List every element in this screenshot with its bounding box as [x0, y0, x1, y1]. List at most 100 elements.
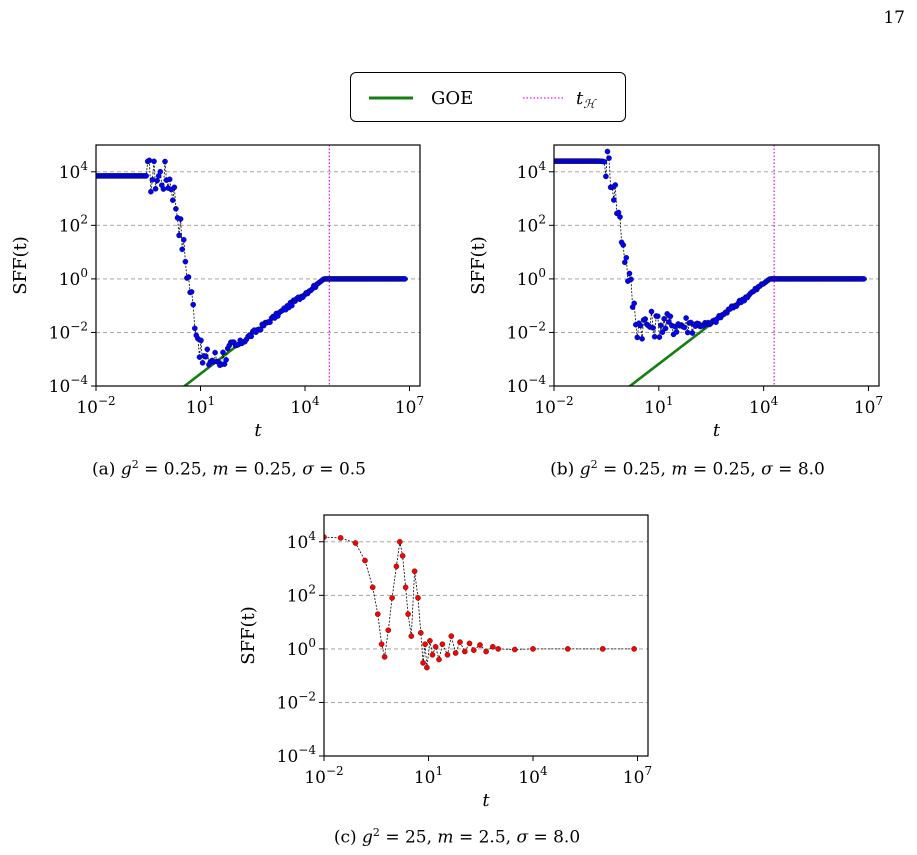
- data-point-63: [650, 325, 656, 331]
- y-tick-label-2: 100: [517, 266, 546, 290]
- data-point-78: [673, 329, 680, 335]
- y-axis-label: SFF(t): [10, 236, 31, 295]
- y-tick-label-2: 100: [287, 636, 316, 660]
- data-point-25: [436, 656, 442, 663]
- data-point-35: [606, 155, 612, 161]
- data-series-line: [554, 151, 864, 339]
- data-point-30: [457, 639, 463, 645]
- x-tick-label-0: 10−2: [534, 394, 573, 418]
- data-point-24: [432, 643, 439, 650]
- data-point-81: [220, 349, 226, 356]
- x-tick-label-1: 101: [644, 394, 673, 418]
- data-point-62: [648, 308, 655, 315]
- caption-a: (a) g2 = 0.25, m = 0.25, σ = 0.5: [92, 458, 366, 480]
- x-tick-label-3: 107: [854, 394, 883, 418]
- data-point-51: [631, 300, 637, 307]
- data-point-32: [601, 158, 608, 165]
- y-tick-label-0: 10−4: [277, 743, 317, 767]
- data-point-55: [637, 322, 644, 329]
- y-tick-label-3: 102: [287, 582, 316, 606]
- y-axis-label: SFF(t): [468, 236, 489, 295]
- plot-area: [324, 534, 637, 671]
- data-point-34: [146, 157, 153, 164]
- data-point-13: [402, 584, 409, 591]
- data-point-71: [204, 346, 211, 353]
- data-point-76: [212, 349, 218, 356]
- x-tick-label-2: 104: [290, 394, 320, 418]
- data-point-56: [639, 335, 645, 342]
- data-point-14: [405, 611, 411, 617]
- data-point-38: [152, 186, 159, 192]
- data-point-67: [198, 337, 204, 344]
- data-point-9: [389, 595, 395, 601]
- data-point-17: [415, 595, 421, 601]
- data-point-70: [202, 353, 209, 360]
- data-point-70: [661, 315, 667, 322]
- data-point-42: [617, 214, 623, 220]
- data-point-44: [162, 158, 168, 165]
- data-point-59: [185, 274, 192, 280]
- x-tick-label-3: 107: [395, 394, 424, 418]
- y-tick-label-3: 102: [517, 212, 546, 236]
- data-point-37: [151, 158, 157, 165]
- data-point-67: [656, 334, 663, 340]
- data-point-8: [385, 627, 392, 633]
- data-point-61: [188, 289, 195, 295]
- y-tick-label-0: 10−4: [49, 373, 89, 397]
- plot-frame: [95, 144, 421, 387]
- y-tick-label-1: 10−2: [507, 319, 546, 343]
- data-point-7: [381, 654, 388, 660]
- goe-curve: [627, 277, 867, 386]
- data-point-1: [337, 535, 344, 541]
- data-point-36: [149, 177, 156, 183]
- goe-curve: [182, 277, 408, 386]
- data-point-71: [662, 325, 669, 332]
- x-axis-label: t: [482, 790, 490, 811]
- data-point-26: [439, 641, 446, 647]
- data-point-39: [530, 646, 536, 652]
- data-point-63: [191, 325, 198, 332]
- data-point-62: [190, 301, 196, 308]
- data-point-34: [477, 642, 483, 648]
- data-point-12: [399, 553, 406, 559]
- y-tick-label-4: 104: [287, 529, 317, 553]
- data-point-28: [448, 633, 455, 639]
- data-point-6: [378, 641, 385, 647]
- data-point-21: [424, 664, 430, 671]
- data-point-33: [603, 173, 609, 180]
- data-point-105: [257, 326, 264, 333]
- data-point-35: [148, 188, 154, 195]
- x-tick-label-2: 104: [749, 394, 779, 418]
- y-axis-label: SFF(t): [238, 606, 259, 665]
- data-point-27: [444, 651, 451, 658]
- data-point-15: [408, 633, 415, 639]
- data-point-20: [422, 641, 428, 647]
- x-tick-label-0: 10−2: [304, 764, 343, 788]
- data-point-50: [171, 184, 178, 191]
- x-tick-label-1: 101: [414, 764, 443, 788]
- x-tick-label-0: 10−2: [76, 394, 115, 418]
- data-point-53: [176, 232, 182, 239]
- data-point-42: [631, 646, 637, 652]
- data-point-84: [683, 315, 689, 321]
- data-point-44: [620, 242, 626, 248]
- y-tick-label-0: 10−4: [507, 373, 547, 397]
- data-point-54: [177, 216, 184, 222]
- data-series-line: [324, 536, 635, 668]
- data-point-38: [610, 197, 617, 203]
- plot-frame: [553, 144, 880, 387]
- data-point-88: [689, 330, 696, 336]
- data-point-39: [612, 182, 619, 188]
- data-point-55: [179, 246, 185, 253]
- data-point-83: [681, 324, 688, 331]
- data-point-74: [667, 313, 674, 320]
- data-point-10: [393, 563, 400, 570]
- x-axis-label: t: [713, 420, 721, 441]
- y-tick-label-4: 104: [517, 159, 547, 183]
- data-point-64: [651, 333, 658, 340]
- data-point-197: [860, 276, 867, 282]
- y-tick-label-1: 10−2: [49, 319, 88, 343]
- data-point-43: [160, 186, 167, 192]
